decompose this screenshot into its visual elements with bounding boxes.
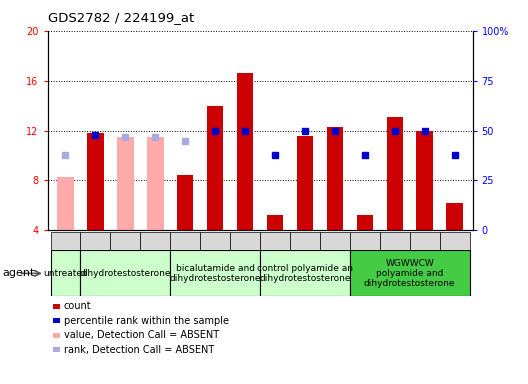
Bar xyxy=(80,232,110,250)
Bar xyxy=(386,117,403,230)
Bar xyxy=(260,232,290,250)
Bar xyxy=(356,215,373,230)
Bar xyxy=(440,232,469,250)
Text: dihydrotestosterone: dihydrotestosterone xyxy=(80,269,171,278)
Bar xyxy=(200,232,230,250)
Bar xyxy=(140,232,170,250)
Bar xyxy=(117,137,134,230)
Bar xyxy=(170,250,260,296)
Text: untreated: untreated xyxy=(43,269,88,278)
Bar xyxy=(230,232,260,250)
Text: WGWWCW
polyamide and
dihydrotestosterone: WGWWCW polyamide and dihydrotestosterone xyxy=(364,258,456,288)
Bar xyxy=(207,106,223,230)
Text: count: count xyxy=(64,301,91,311)
Bar xyxy=(297,136,313,230)
Bar xyxy=(237,73,253,230)
Bar xyxy=(80,250,170,296)
Bar xyxy=(350,232,380,250)
Bar xyxy=(260,250,350,296)
Bar xyxy=(327,127,343,230)
Bar xyxy=(350,250,469,296)
Bar xyxy=(51,250,80,296)
Bar xyxy=(170,232,200,250)
Text: percentile rank within the sample: percentile rank within the sample xyxy=(64,316,229,326)
Bar xyxy=(417,131,433,230)
Bar xyxy=(380,232,410,250)
Text: GDS2782 / 224199_at: GDS2782 / 224199_at xyxy=(48,12,194,25)
Text: value, Detection Call = ABSENT: value, Detection Call = ABSENT xyxy=(64,330,219,340)
Bar xyxy=(320,232,350,250)
Bar xyxy=(446,203,463,230)
Bar xyxy=(290,232,320,250)
Bar xyxy=(410,232,440,250)
Text: control polyamide an
dihydrotestosterone: control polyamide an dihydrotestosterone xyxy=(257,264,353,283)
Text: agent: agent xyxy=(3,268,35,278)
Bar xyxy=(177,175,193,230)
Bar xyxy=(87,133,103,230)
Bar xyxy=(57,177,74,230)
Bar xyxy=(267,215,283,230)
Bar xyxy=(51,232,80,250)
Text: rank, Detection Call = ABSENT: rank, Detection Call = ABSENT xyxy=(64,345,214,355)
Bar xyxy=(110,232,140,250)
Text: bicalutamide and
dihydrotestosterone: bicalutamide and dihydrotestosterone xyxy=(169,264,261,283)
Bar xyxy=(147,137,164,230)
